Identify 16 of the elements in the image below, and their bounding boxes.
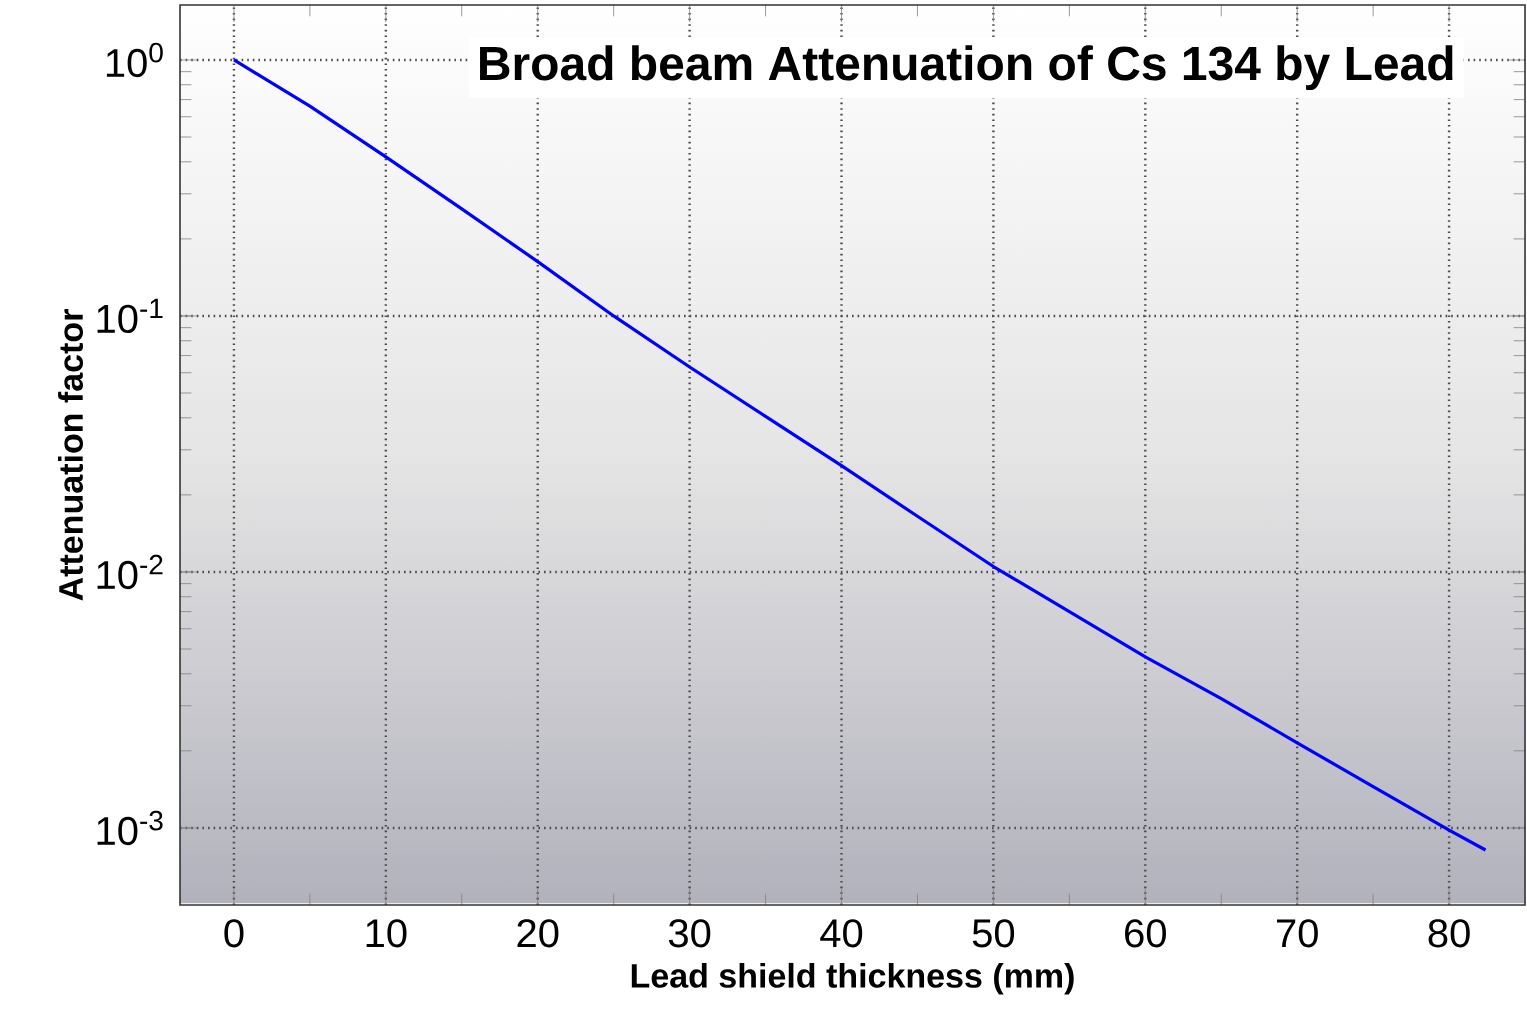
- x-tick-label: 50: [972, 919, 1015, 948]
- x-tick-label: 10: [366, 919, 407, 948]
- x-axis-title: Lead shield thickness (mm): [631, 962, 1074, 995]
- y-tick-label: 10$^{-3}$: [97, 810, 163, 846]
- text: Broad beam Attenuation of Cs 134 by Lead: [480, 45, 1453, 91]
- x-tick-label: 60: [1125, 919, 1166, 948]
- x-tick-label: 20: [517, 919, 559, 948]
- y-tick-label: 10$^{0}$: [106, 42, 163, 78]
- y-tick-label: 10$^{-2}$: [97, 554, 163, 590]
- x-tick-label: 0: [224, 919, 244, 948]
- y-tick-label: 10$^{-1}$: [97, 298, 163, 334]
- x-tick-label: 70: [1277, 919, 1318, 948]
- y-axis-title: Attenuation factor: [58, 309, 84, 601]
- x-tick-label: 30: [668, 919, 711, 948]
- x-tick-label: 40: [820, 919, 863, 948]
- x-tick-label: 80: [1428, 919, 1470, 948]
